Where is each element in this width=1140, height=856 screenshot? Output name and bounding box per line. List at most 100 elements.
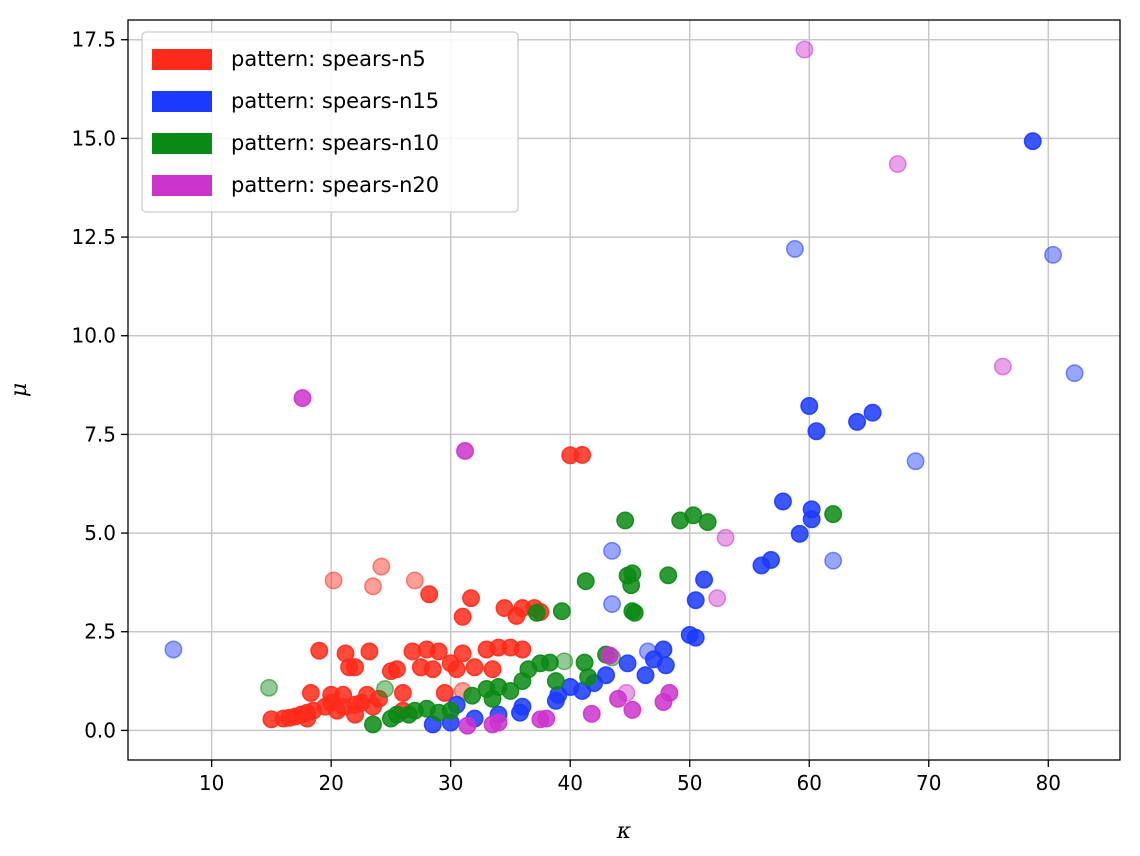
data-point <box>1044 245 1063 264</box>
data-point <box>618 654 637 673</box>
data-point <box>435 683 454 702</box>
data-point <box>603 595 621 614</box>
data-point <box>293 389 312 408</box>
data-point <box>334 685 353 704</box>
data-point <box>600 646 619 665</box>
data-point <box>546 672 565 691</box>
data-point <box>458 716 477 735</box>
data-point <box>802 510 821 529</box>
data-point <box>453 607 472 626</box>
data-point <box>807 422 826 441</box>
data-point <box>623 700 642 719</box>
data-point <box>513 697 532 716</box>
data-point <box>573 445 592 464</box>
data-point <box>660 683 679 702</box>
data-point <box>537 709 556 728</box>
data-point <box>762 550 780 569</box>
legend-swatch <box>152 133 212 154</box>
data-point <box>800 397 819 415</box>
data-point <box>575 653 594 672</box>
data-point <box>579 668 598 687</box>
data-point <box>513 640 532 659</box>
y-tick-label: 15.0 <box>71 126 116 150</box>
data-point <box>441 701 460 720</box>
data-point <box>597 666 616 685</box>
data-point <box>686 628 705 647</box>
data-point <box>993 357 1012 376</box>
legend: pattern: spears-n5 pattern: spears-n15 pat… <box>141 31 519 213</box>
data-point <box>863 403 882 422</box>
data-point <box>848 412 867 431</box>
data-point <box>405 571 424 590</box>
series-3-points <box>293 40 1012 735</box>
data-point <box>716 528 735 547</box>
data-point <box>370 689 388 708</box>
data-point <box>423 660 442 679</box>
legend-entry-label: pattern: spears-n15 <box>231 89 439 113</box>
y-axis-label: μ <box>7 383 32 397</box>
y-tick-label: 2.5 <box>84 620 116 644</box>
data-point <box>623 564 642 583</box>
data-point <box>824 551 843 570</box>
y-axis-ticks: 0.0 2.5 5.0 7.5 10.0 12.5 15.0 17.5 <box>71 28 128 742</box>
data-point <box>654 640 673 659</box>
data-point <box>364 715 382 734</box>
series-1-points <box>164 132 1084 734</box>
data-point <box>774 492 792 511</box>
data-point <box>260 678 278 697</box>
data-point <box>429 642 448 661</box>
data-point <box>906 452 925 471</box>
data-point <box>576 572 595 591</box>
data-point <box>501 681 520 700</box>
grid-lines <box>128 20 1120 760</box>
data-point <box>393 683 412 702</box>
data-point <box>785 239 804 258</box>
data-point <box>555 652 574 671</box>
x-tick-label: 30 <box>438 771 463 795</box>
data-point <box>360 642 379 661</box>
x-axis-ticks: 10 20 30 40 50 60 70 80 <box>199 760 1061 795</box>
legend-entry-label: pattern: spears-n10 <box>231 131 439 155</box>
data-point <box>301 683 320 702</box>
series-2-points <box>260 505 843 734</box>
data-point <box>462 589 480 608</box>
data-point <box>636 666 655 685</box>
data-point <box>582 704 601 723</box>
x-tick-label: 70 <box>916 771 941 795</box>
data-point <box>603 541 621 560</box>
x-tick-label: 60 <box>797 771 822 795</box>
y-tick-label: 7.5 <box>84 422 116 446</box>
data-point <box>456 442 474 460</box>
x-tick-label: 10 <box>199 771 224 795</box>
data-point <box>346 705 365 724</box>
legend-box <box>141 31 519 213</box>
data-point <box>686 591 705 610</box>
data-point <box>1023 132 1042 151</box>
data-point <box>888 155 907 174</box>
data-point <box>698 513 717 531</box>
legend-entry-label: pattern: spears-n20 <box>231 173 439 197</box>
data-point <box>463 686 482 705</box>
data-point <box>625 603 644 622</box>
legend-swatch <box>152 91 212 112</box>
y-tick-label: 17.5 <box>71 28 116 52</box>
y-tick-label: 0.0 <box>84 718 116 742</box>
data-point <box>552 602 571 621</box>
data-point <box>453 644 472 663</box>
series-0-points <box>262 445 592 729</box>
y-tick-label: 12.5 <box>71 225 116 249</box>
data-point <box>489 713 508 732</box>
data-point <box>616 511 635 530</box>
data-point <box>1065 364 1084 383</box>
data-point <box>310 641 329 660</box>
data-points <box>164 40 1084 735</box>
data-point <box>540 653 559 672</box>
data-point <box>659 566 678 585</box>
data-point <box>465 658 484 677</box>
data-point <box>708 589 727 608</box>
data-point <box>617 683 636 702</box>
x-tick-label: 40 <box>557 771 582 795</box>
data-point <box>656 656 675 675</box>
data-point <box>364 577 382 596</box>
